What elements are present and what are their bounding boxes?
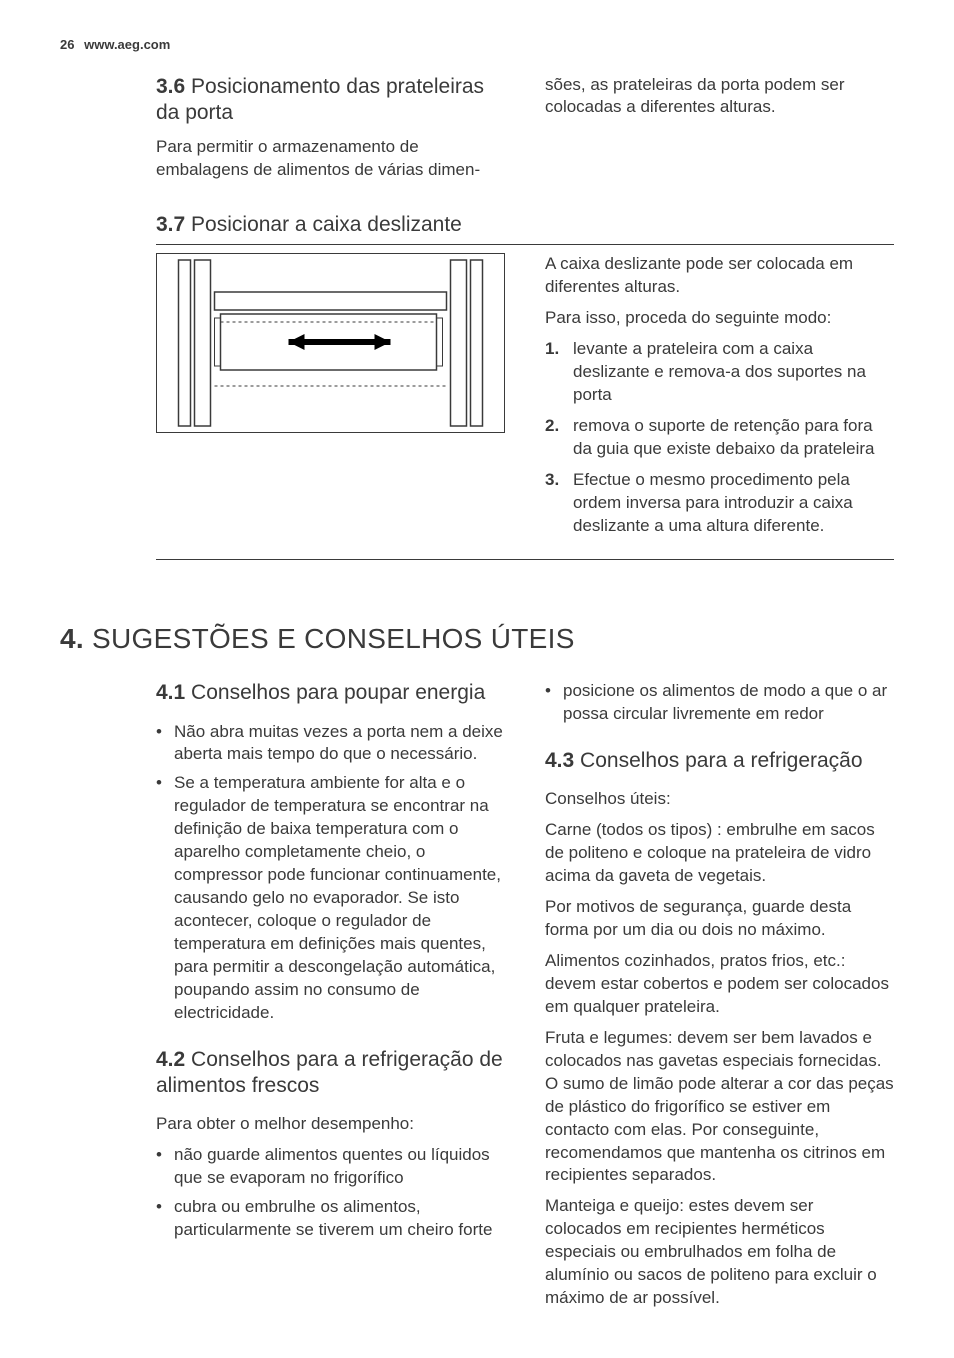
section-3-7: 3.7 Posicionar a caixa deslizante bbox=[60, 212, 894, 561]
subheading-4-2: 4.2 Conselhos para a refrigeração de ali… bbox=[156, 1047, 505, 1100]
para-4-2-intro: Para obter o melhor desempenho: bbox=[156, 1113, 505, 1136]
sliding-box-illustration bbox=[156, 253, 505, 433]
para-4-3-5: Manteiga e queijo: estes devem ser coloc… bbox=[545, 1195, 894, 1310]
bullets-4-2-right: posicione os alimentos de modo a que o a… bbox=[545, 680, 894, 726]
divider-bottom bbox=[156, 559, 894, 560]
chapter-4: 4. SUGESTÕES E CONSELHOS ÚTEIS 4.1 Conse… bbox=[60, 620, 894, 1318]
list-item: Não abra muitas vezes a porta nem a deix… bbox=[156, 721, 505, 767]
para-4-3-1: Carne (todos os tipos) : embrulhe em sac… bbox=[545, 819, 894, 888]
step-item: 3.Efectue o mesmo procedimento pela orde… bbox=[545, 469, 894, 538]
bullets-4-1: Não abra muitas vezes a porta nem a deix… bbox=[156, 721, 505, 1025]
section-3-6: 3.6 Posicionamento das prateleiras da po… bbox=[60, 74, 894, 190]
list-item: cubra ou embrulhe os alimentos, particul… bbox=[156, 1196, 505, 1242]
subheading-3-6: 3.6 Posicionamento das prateleiras da po… bbox=[156, 74, 505, 127]
para-3-7-intro2: Para isso, proceda do seguinte modo: bbox=[545, 307, 894, 330]
steps-list: 1.levante a prateleira com a caixa desli… bbox=[545, 338, 894, 538]
page-number: 26 bbox=[60, 37, 74, 52]
subheading-3-7: 3.7 Posicionar a caixa deslizante bbox=[60, 212, 894, 238]
para-3-6-right: sões, as prateleiras da porta podem ser … bbox=[545, 74, 894, 120]
para-4-3-intro: Conselhos úteis: bbox=[545, 788, 894, 811]
para-4-3-4: Fruta e legumes: devem ser bem lavados e… bbox=[545, 1027, 894, 1188]
para-3-6-left: Para permitir o armazenamento de embalag… bbox=[156, 136, 505, 182]
para-3-7-intro1: A caixa deslizante pode ser colocada em … bbox=[545, 253, 894, 299]
list-item: posicione os alimentos de modo a que o a… bbox=[545, 680, 894, 726]
step-item: 2.remova o suporte de retenção para fora… bbox=[545, 415, 894, 461]
subheading-4-3: 4.3 Conselhos para a refrigeração bbox=[545, 748, 894, 774]
list-item: Se a temperatura ambiente for alta e o r… bbox=[156, 772, 505, 1024]
page-header: 26 www.aeg.com bbox=[60, 36, 894, 54]
para-4-3-3: Alimentos cozinhados, pratos frios, etc.… bbox=[545, 950, 894, 1019]
illustration-svg bbox=[163, 258, 498, 428]
chapter-title: 4. SUGESTÕES E CONSELHOS ÚTEIS bbox=[60, 620, 894, 658]
subheading-4-1: 4.1 Conselhos para poupar energia bbox=[156, 680, 505, 706]
list-item: não guarde alimentos quentes ou líquidos… bbox=[156, 1144, 505, 1190]
site-url: www.aeg.com bbox=[84, 37, 170, 52]
bullets-4-2: não guarde alimentos quentes ou líquidos… bbox=[156, 1144, 505, 1242]
step-item: 1.levante a prateleira com a caixa desli… bbox=[545, 338, 894, 407]
para-4-3-2: Por motivos de segurança, guarde desta f… bbox=[545, 896, 894, 942]
